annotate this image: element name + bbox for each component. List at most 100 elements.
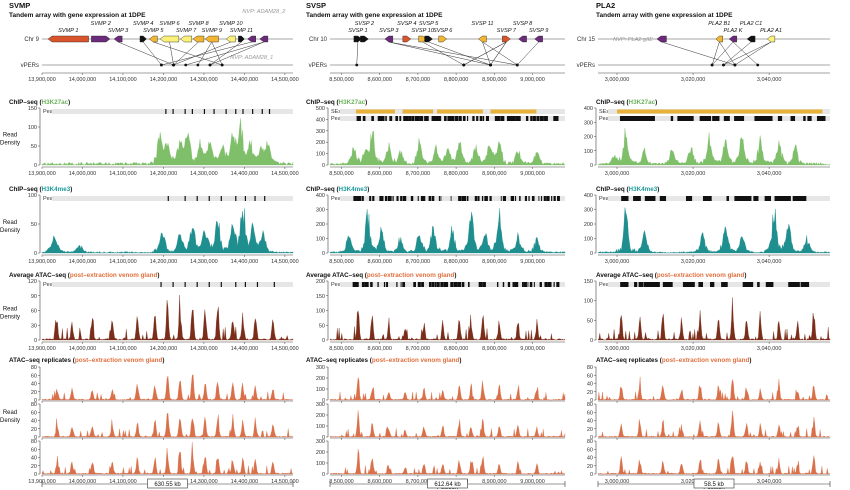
peak-tick [160,282,162,287]
x-axis-atac-tick-label: 3,020,000 [681,346,705,352]
peak-tick [414,116,416,121]
peak-tick [244,196,246,201]
peak-tick [525,116,529,121]
peak-tick [438,196,440,201]
gene-label: SVMP 4 [133,21,153,27]
peak-tick [428,196,432,201]
peak-tick [556,116,559,121]
peaks-label: Peaks [331,282,347,288]
gene-label: NVP: PLA2 gIIE [613,37,653,43]
track-title-reps-mark: post–extraction venom gland [662,357,750,364]
vper-link [482,41,491,66]
vpers-label: vPERs [577,63,595,69]
peak-tick [460,116,462,121]
peak-tick [620,282,628,287]
track-title-h3k4me3-suffix: ) [70,186,72,193]
peak-tick [458,196,461,201]
x-axis-rep-3-tick-label: 8,700,000 [406,479,430,485]
y-axis-atac-tick-label: 90 [31,294,37,300]
y-axis-h3k4me3-tick-label: 400 [316,193,325,199]
y-axis-rep-2-tick-label: 0 [590,435,593,441]
peak-tick [557,196,560,201]
vper-link [734,41,772,66]
peak-tick [384,196,388,201]
peak-tick [644,116,650,121]
y-axis-rep-3-tick-label: 60 [31,447,37,453]
peak-tick [699,116,706,121]
y-axis-rep-3-tick-label: 60 [587,447,593,453]
peak-tick [220,282,222,287]
y-axis-atac-tick-label: 150 [584,279,593,285]
peak-tick [358,196,362,201]
peak-tick [539,282,542,287]
track-title-h3k4me3-prefix: ChIP–seq ( [596,186,629,193]
x-axis-h3k4me3-tick-label: 8,600,000 [367,259,391,265]
vper-dot [160,63,163,67]
peak-tick [551,196,553,201]
gene-svmp-10 [238,35,245,43]
peak-tick [507,116,509,121]
peak-tick [396,282,398,287]
x-axis-h3k4me3-tick-label: 8,700,000 [406,259,430,265]
track-h3k27ac: ChIP–seq (H3K27ac) 0 100 200 300 400 500 SEsPea… [306,99,566,177]
peak-tick [404,116,408,121]
signal-h3k27ac [41,118,294,166]
peak-tick [806,282,810,287]
peak-tick [532,116,534,121]
peak-tick [801,196,807,201]
track-title-h3k27ac-suffix: ) [68,99,70,106]
gene-x-axis-tick-label: 8,700,000 [406,77,430,83]
signal-rep-1 [329,377,566,401]
x-axis-h3k27ac-tick-label: 14,000,000 [69,171,97,177]
peak-tick [450,196,452,201]
peak-tick [361,282,365,287]
y-axis-rep-3-tick-label: 100 [316,461,325,467]
x-axis-h3k27ac-tick-label: 8,700,000 [406,171,430,177]
y-axis-label-density: Density [0,228,20,234]
vpers-label: vPERs [21,63,39,69]
peak-tick [203,109,206,114]
peak-tick [449,116,453,121]
y-axis-rep-3-tick-label: 0 [34,472,37,478]
peak-tick [406,116,409,121]
peak-tick [478,282,480,287]
peak-tick [626,116,634,121]
y-axis-rep-3-tick-label: 200 [316,450,325,456]
peaks-label: Peaks [331,196,347,202]
peak-tick [779,196,785,201]
peak-tick [483,282,485,287]
vpers-label: vPERs [309,63,327,69]
track-h3k4me3: ChIP–seq (H3K4me3) 0 100 200 300 400 Peaks 8,50… [306,186,566,265]
x-axis-h3k4me3-tick-label: 14,500,000 [271,259,299,265]
y-axis-atac-tick-label: 120 [28,279,37,285]
peaks-band [608,196,830,201]
x-axis-h3k27ac-tick-label: 14,500,000 [271,171,299,177]
y-axis-h3k4me3-tick-label: 100 [584,237,593,243]
x-axis-h3k4me3-tick-label: 14,200,000 [150,259,178,265]
y-axis-rep-2-tick-label: 200 [316,413,325,419]
peak-tick [778,116,782,121]
gene-svmp-1 [91,35,111,43]
peak-tick [445,282,449,287]
peak-tick [388,196,392,201]
track-title-reps-prefix: ATAC–seq replicates ( [9,357,76,364]
peak-tick [261,109,263,114]
y-axis-rep-3-tick-label: 0 [590,472,593,478]
peak-tick [481,196,484,201]
y-axis-atac-tick-label: 150 [316,294,325,300]
chr-label: Chr 10 [309,37,328,43]
y-axis-h3k4me3-tick-label: 200 [316,222,325,228]
peak-tick [619,116,627,121]
gene-x-axis-tick-label: 14,400,000 [231,77,259,83]
peak-tick [556,282,560,287]
x-axis-atac-tick-label: 8,800,000 [444,346,468,352]
peak-tick [424,116,428,121]
x-axis-rep-3-tick-label: 8,900,000 [482,479,506,485]
vper-link [723,41,752,66]
track-reps: ATAC–seq replicates (post–extraction ven… [587,357,831,485]
x-axis-h3k4me3-tick-label: 3,000,000 [605,259,629,265]
peak-tick [687,282,695,287]
peak-tick [442,282,444,287]
track-title-h3k4me3: ChIP–seq (H3K4me3) [9,186,72,193]
peak-tick [647,196,655,201]
